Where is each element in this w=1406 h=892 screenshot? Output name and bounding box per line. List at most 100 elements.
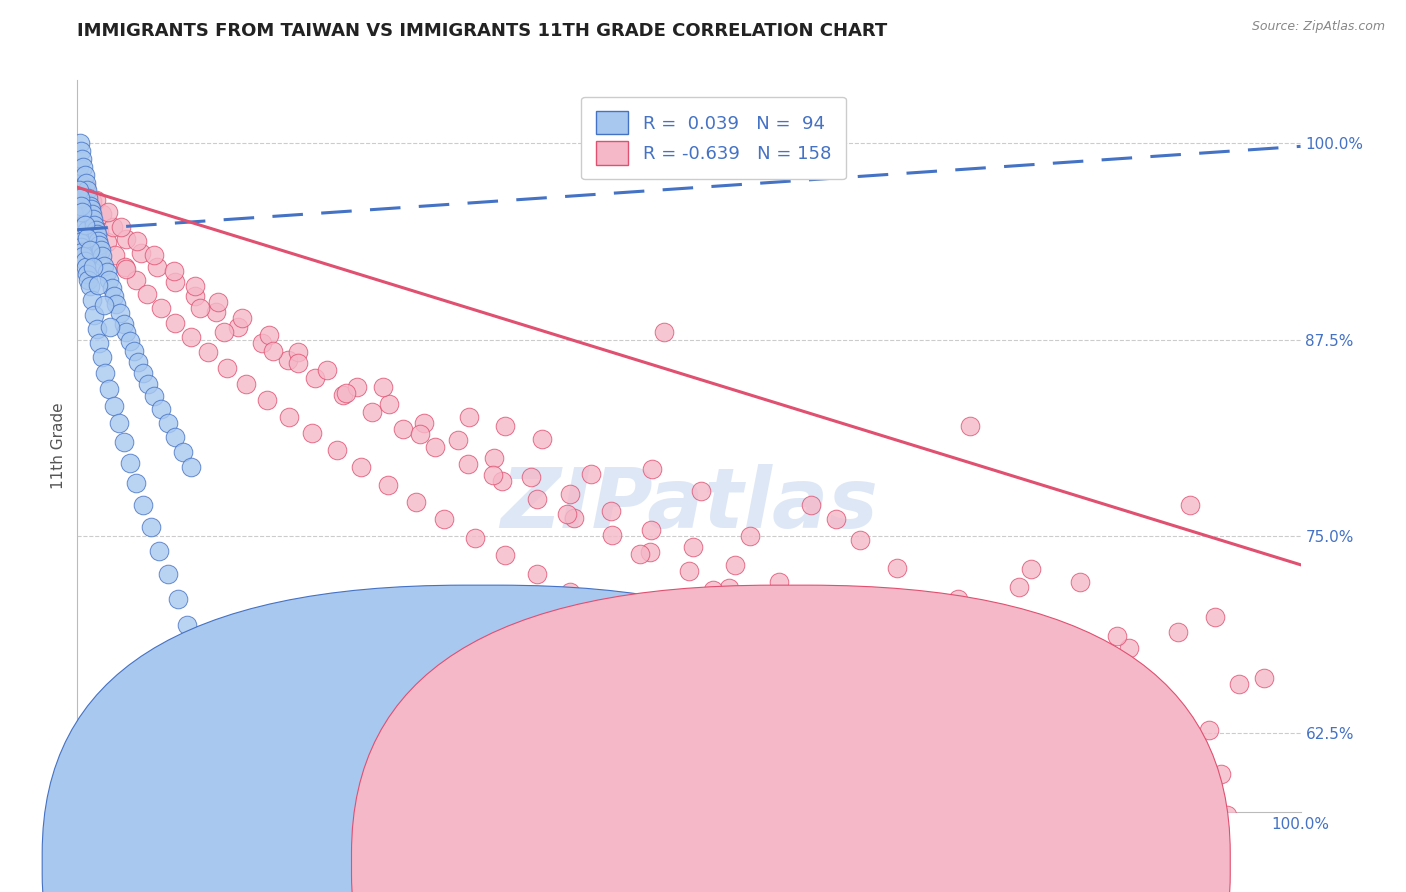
Point — [262, 343, 284, 358]
Point — [1163, 751, 1185, 765]
Point — [129, 246, 152, 260]
Point — [165, 316, 187, 330]
Point — [215, 361, 238, 376]
Point — [678, 564, 700, 578]
Point — [76, 223, 98, 237]
Point — [98, 382, 121, 396]
Point — [96, 235, 118, 250]
Text: ZIPatlas: ZIPatlas — [501, 464, 877, 545]
Point — [70, 240, 93, 254]
Point — [80, 194, 103, 209]
Point — [304, 370, 326, 384]
Point — [1021, 701, 1043, 715]
Point — [1069, 575, 1091, 590]
Point — [1047, 675, 1070, 690]
Point — [132, 366, 155, 380]
Point — [115, 325, 138, 339]
Point — [87, 234, 110, 248]
Point — [86, 322, 108, 336]
Point — [96, 265, 118, 279]
Point — [457, 457, 479, 471]
Point — [79, 230, 101, 244]
Point — [176, 617, 198, 632]
Point — [89, 224, 111, 238]
Point — [1150, 835, 1173, 849]
Point — [627, 621, 650, 635]
Point — [555, 508, 578, 522]
Point — [97, 205, 120, 219]
Point — [814, 708, 837, 723]
Point — [946, 592, 969, 607]
Point — [98, 320, 121, 334]
Point — [849, 654, 872, 668]
Point — [976, 685, 998, 699]
Point — [156, 416, 179, 430]
Point — [813, 592, 835, 607]
Point — [562, 510, 585, 524]
Y-axis label: 11th Grade: 11th Grade — [51, 402, 66, 490]
Point — [1021, 562, 1043, 576]
Point — [76, 267, 98, 281]
Point — [409, 427, 432, 442]
Point — [641, 462, 664, 476]
Point — [90, 350, 112, 364]
Point — [600, 528, 623, 542]
Point — [90, 243, 112, 257]
Point — [127, 355, 149, 369]
Point — [98, 273, 121, 287]
Point — [125, 475, 148, 490]
Point — [89, 238, 111, 252]
Point — [628, 547, 651, 561]
Point — [80, 202, 103, 217]
Point — [108, 416, 131, 430]
Point — [526, 491, 548, 506]
Point — [405, 495, 427, 509]
Point — [682, 541, 704, 555]
Point — [180, 460, 202, 475]
Point — [77, 191, 100, 205]
Point — [143, 248, 166, 262]
Point — [105, 296, 128, 310]
Point — [1209, 767, 1232, 781]
Point — [599, 504, 621, 518]
Point — [560, 487, 582, 501]
Point — [70, 191, 93, 205]
Point — [1204, 609, 1226, 624]
Point — [165, 430, 187, 444]
Point — [149, 402, 172, 417]
Point — [112, 317, 135, 331]
Text: Source: ZipAtlas.com: Source: ZipAtlas.com — [1251, 20, 1385, 33]
Point — [79, 279, 101, 293]
Point — [256, 392, 278, 407]
Point — [67, 183, 90, 197]
Point — [89, 335, 111, 350]
Point — [886, 561, 908, 575]
Point — [1229, 677, 1251, 691]
Point — [72, 160, 94, 174]
Point — [82, 211, 104, 226]
Point — [226, 731, 249, 745]
Point — [70, 191, 93, 205]
Point — [378, 397, 401, 411]
Point — [79, 243, 101, 257]
Point — [776, 619, 799, 633]
Point — [103, 289, 125, 303]
Point — [136, 287, 159, 301]
Point — [69, 136, 91, 151]
Point — [654, 325, 676, 339]
Point — [447, 434, 470, 448]
Point — [976, 774, 998, 789]
Point — [112, 435, 135, 450]
Point — [80, 238, 103, 252]
Point — [931, 668, 953, 682]
Point — [83, 218, 105, 232]
Point — [904, 627, 927, 641]
Point — [76, 202, 98, 217]
Point — [423, 440, 446, 454]
Point — [491, 475, 513, 489]
Point — [80, 207, 103, 221]
Point — [922, 687, 945, 701]
Point — [894, 743, 917, 757]
Point — [1115, 734, 1137, 748]
Point — [724, 558, 747, 572]
